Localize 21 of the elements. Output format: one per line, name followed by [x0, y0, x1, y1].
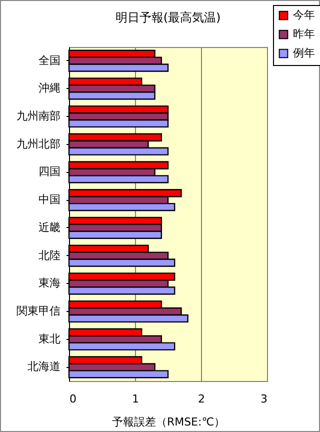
x-tick-label: 1: [132, 392, 139, 406]
y-tick-label: 九州南部: [16, 110, 60, 122]
y-tick-label: 北陸: [38, 248, 60, 262]
legend-label: 昨年: [293, 28, 315, 40]
x-tick-label: 0: [70, 392, 76, 406]
y-tick-label: 全国: [38, 54, 60, 67]
chart-title: 明日予報(最高気温): [115, 10, 221, 24]
y-tick-label: 東北: [38, 332, 60, 346]
y-tick-label: 東海: [38, 276, 60, 290]
y-tick-label: 沖縄: [38, 82, 60, 95]
y-tick-label: 北海道: [28, 360, 60, 374]
legend-label: 今年: [293, 8, 315, 22]
x-tick-label: 3: [260, 392, 268, 406]
legend-label: 例年: [293, 46, 315, 60]
y-tick-label: 四国: [38, 165, 60, 178]
y-tick-label: 九州北部: [16, 137, 60, 150]
y-tick-label: 中国: [38, 193, 60, 206]
x-axis-title: 予報誤差（RMSE:℃）: [112, 416, 226, 428]
y-tick-label: 関東甲信: [16, 304, 60, 318]
x-tick-label: 2: [198, 392, 205, 406]
y-tick-label: 近畿: [38, 220, 60, 234]
